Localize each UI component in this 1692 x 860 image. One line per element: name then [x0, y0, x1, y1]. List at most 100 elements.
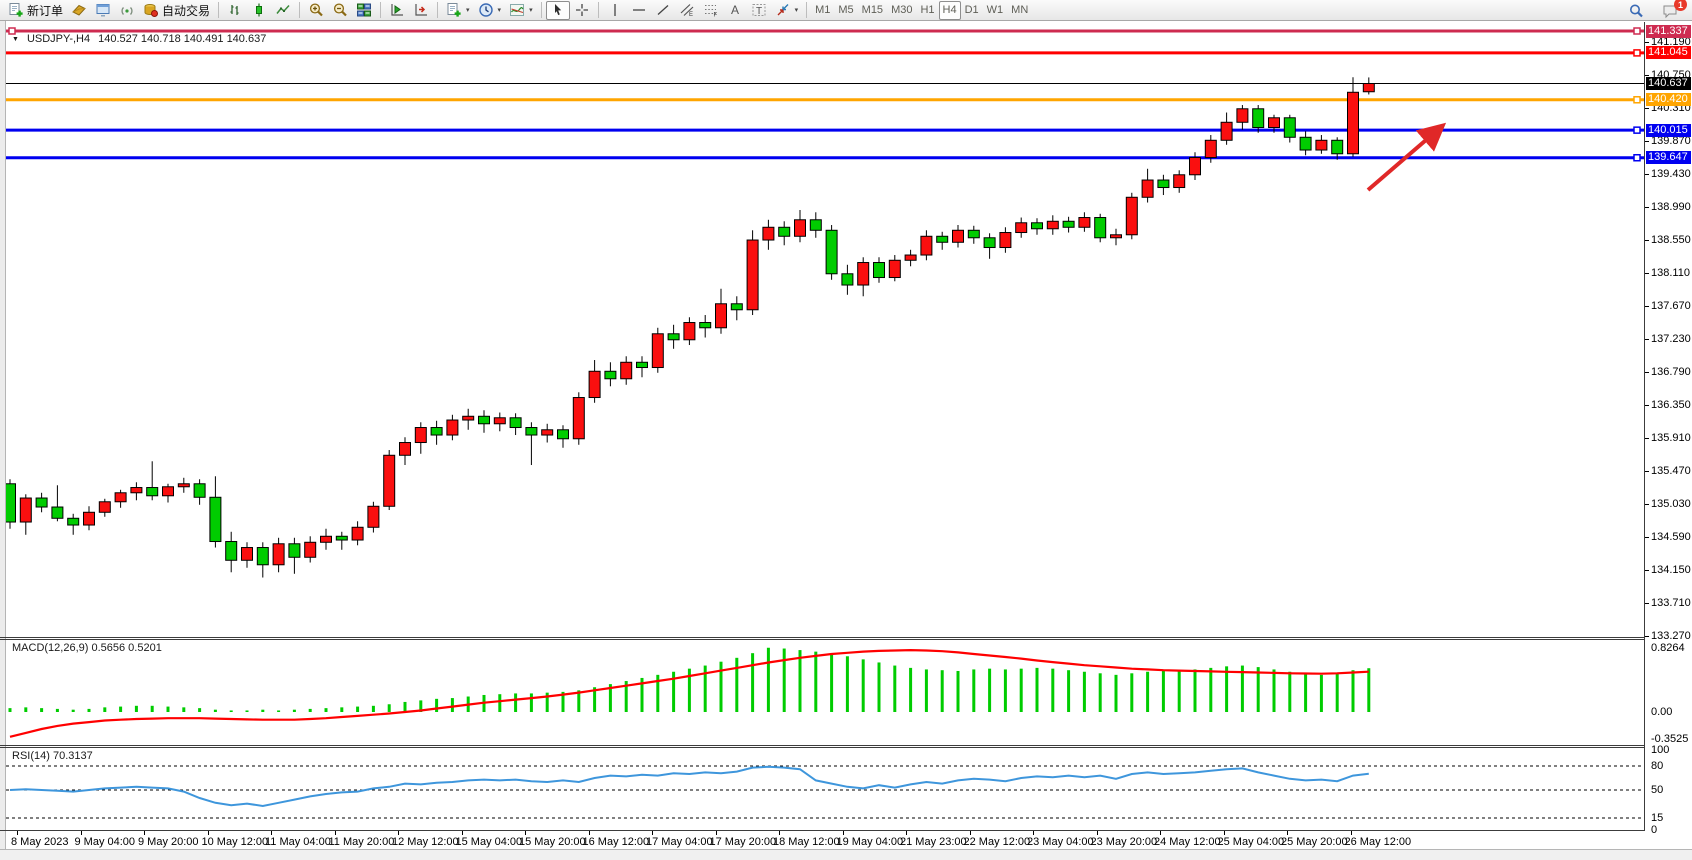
time-tick — [461, 831, 463, 835]
pivot-line-anchor[interactable] — [1633, 96, 1641, 104]
candle — [1331, 137, 1344, 160]
time-tick — [1350, 831, 1352, 835]
candle — [1204, 135, 1217, 163]
tf-h4-button[interactable]: H4 — [938, 0, 961, 20]
candle-body — [936, 235, 949, 243]
zoom-out-button[interactable] — [328, 1, 352, 20]
crosshair-button[interactable] — [570, 1, 594, 20]
candle — [1110, 228, 1122, 246]
candle-body — [1094, 217, 1107, 239]
candle-body — [288, 543, 301, 558]
periods-button[interactable]: ▾ — [474, 1, 506, 20]
tf-m5-button[interactable]: M5 — [834, 1, 857, 20]
tf-m30-button[interactable]: M30 — [887, 1, 916, 20]
price-tick — [1645, 504, 1649, 506]
tile-windows-button[interactable] — [352, 1, 376, 20]
hline-button[interactable] — [627, 1, 651, 20]
dropdown-caret-icon[interactable]: ▾ — [466, 7, 470, 14]
resistance-line-2-price-badge: 141.045 — [1646, 46, 1691, 60]
candle — [699, 315, 712, 338]
price-tick-label: 135.910 — [1651, 432, 1691, 445]
time-tick-label: 24 May 12:00 — [1154, 836, 1221, 848]
time-axis[interactable]: 8 May 2023 9 May 04:00 9 May 20:00 10 May 1… — [6, 831, 1644, 849]
trendline-button[interactable] — [651, 1, 675, 20]
autotrading-button[interactable]: 自动交易 — [139, 1, 214, 20]
candle — [6, 479, 16, 529]
macd-label: MACD(12,26,9) 0.5656 0.5201 — [12, 642, 162, 654]
text-button[interactable]: A — [723, 1, 747, 20]
arrows-button[interactable]: ▾ — [771, 1, 803, 20]
dropdown-caret-icon[interactable]: ▾ — [529, 7, 533, 14]
candle — [1031, 218, 1043, 235]
fibo-button[interactable]: F — [699, 1, 723, 20]
templates-button[interactable]: ▾ — [442, 1, 474, 20]
candle-body — [762, 226, 775, 241]
tf-m1-button[interactable]: M1 — [811, 1, 834, 20]
price-tick-label: 141.190 — [1651, 36, 1691, 49]
panel-separator[interactable] — [0, 747, 1644, 748]
rsi-panel[interactable] — [6, 748, 1644, 830]
support-line-2-anchor[interactable] — [1633, 154, 1641, 162]
chart-title: ▼ USDJPY-,H4 140.527 140.718 140.491 140… — [12, 33, 266, 45]
chevron-down-icon[interactable]: ▼ — [12, 35, 19, 43]
panel-separator[interactable] — [0, 637, 1644, 638]
signals-button[interactable] — [115, 1, 139, 20]
candle — [841, 264, 854, 295]
candle-chart-button[interactable] — [247, 1, 271, 20]
panel-separator[interactable] — [0, 745, 1644, 746]
support-line-1-anchor[interactable] — [1633, 126, 1641, 134]
panel-separator[interactable] — [0, 639, 1644, 640]
channel-button[interactable]: E — [675, 1, 699, 20]
candle-body — [1046, 220, 1059, 230]
resistance-line-1-anchor[interactable] — [8, 27, 16, 35]
chat-button[interactable]: 1 — [1658, 0, 1687, 20]
tf-w1-button[interactable]: W1 — [983, 1, 1008, 20]
price-tick — [1645, 471, 1649, 473]
candle — [193, 479, 206, 505]
time-tick-label: 12 May 12:00 — [392, 836, 459, 848]
main-chart[interactable] — [6, 22, 1644, 637]
label-button[interactable]: T — [747, 1, 771, 20]
search-button[interactable] — [1624, 1, 1648, 20]
chart-play-icon — [389, 2, 405, 18]
price-axis[interactable]: 141.190 140.750 140.310 139.870 139.430 138.9… — [1645, 22, 1692, 836]
tf-d1-button[interactable]: D1 — [961, 1, 983, 20]
macd-panel[interactable] — [6, 640, 1644, 745]
chart-end-icon — [413, 2, 429, 18]
time-tick-label: 23 May 04:00 — [1027, 836, 1094, 848]
time-tick-label: 25 May 20:00 — [1281, 836, 1348, 848]
marketwatch-button[interactable] — [67, 1, 91, 20]
chart-autoscroll-button[interactable] — [409, 1, 433, 20]
resistance-line-1-anchor[interactable] — [1633, 27, 1641, 35]
candle-body — [256, 547, 269, 566]
time-tick-label: 21 May 23:00 — [900, 836, 967, 848]
toolbar-separator — [299, 2, 301, 18]
dropdown-caret-icon[interactable]: ▾ — [794, 7, 799, 14]
candle-body — [1204, 139, 1217, 159]
terminal-button[interactable] — [91, 1, 115, 20]
new-order-button[interactable]: 新订单 — [4, 1, 67, 20]
macd-histogram-bar — [324, 708, 328, 712]
price-tick — [1645, 108, 1649, 110]
indicators-button[interactable]: ▾ — [505, 1, 537, 20]
zoom-in-button[interactable] — [304, 1, 328, 20]
dropdown-caret-icon[interactable]: ▾ — [497, 7, 502, 14]
resistance-line-2-anchor[interactable] — [1633, 49, 1641, 57]
macd-histogram-bar — [766, 647, 770, 712]
tf-mn-button[interactable]: MN — [1007, 1, 1032, 20]
vline-button[interactable] — [603, 1, 627, 20]
candle-body — [98, 501, 111, 513]
price-tick-label: 139.870 — [1651, 135, 1691, 148]
candle-body — [715, 303, 727, 329]
tf-m15-button[interactable]: M15 — [858, 1, 887, 20]
tf-h1-button[interactable]: H1 — [916, 1, 938, 20]
macd-histogram-bar — [782, 648, 786, 712]
chart-shift-button[interactable] — [385, 1, 409, 20]
cursor-button[interactable] — [545, 0, 570, 20]
line-chart-button[interactable] — [271, 1, 295, 20]
candle — [952, 225, 964, 248]
macd-histogram-bar — [1367, 668, 1371, 712]
time-tick-label: 10 May 12:00 — [201, 836, 269, 848]
trend-arrow[interactable] — [1366, 122, 1447, 192]
bar-chart-button[interactable] — [223, 1, 247, 20]
